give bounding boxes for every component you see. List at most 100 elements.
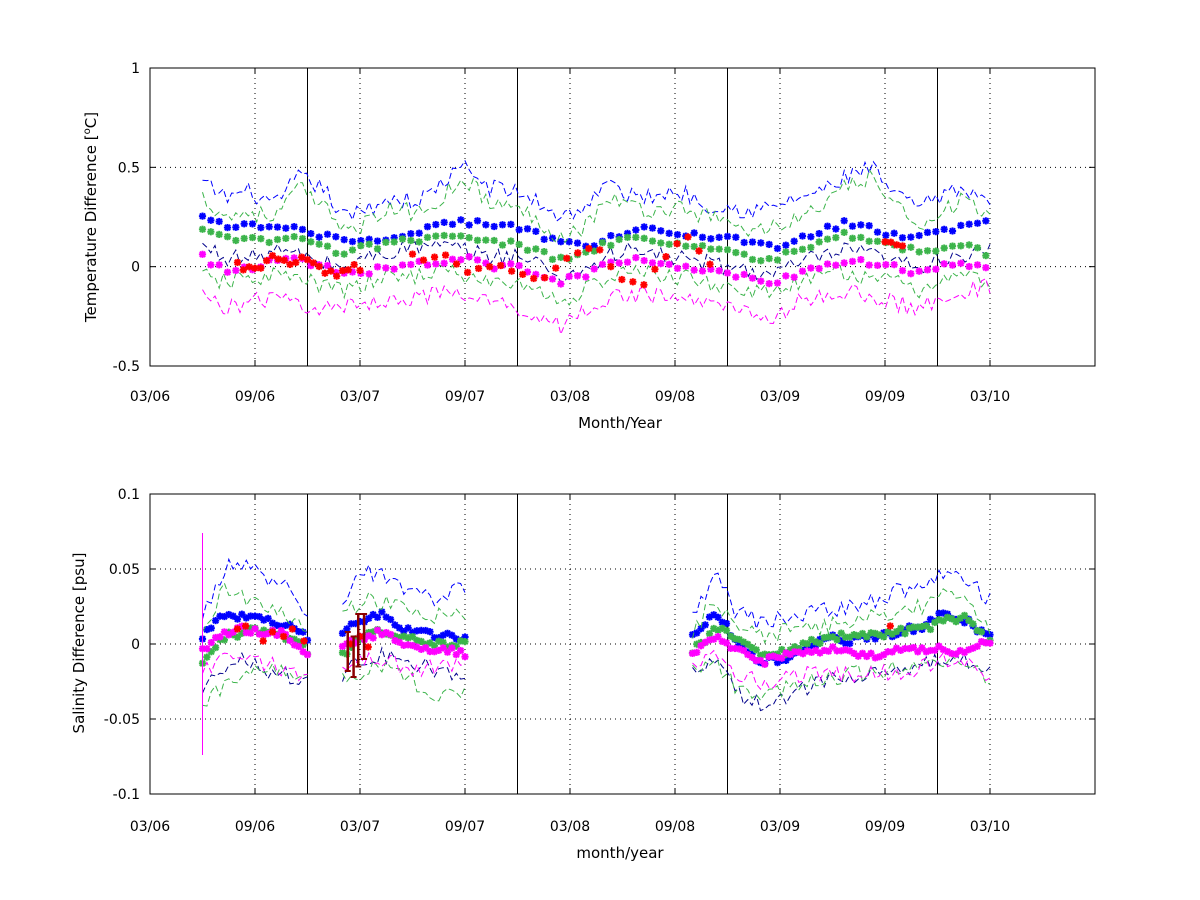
salinity-data-point bbox=[816, 639, 824, 647]
temperature-data-point bbox=[523, 268, 532, 276]
temperature-data-point bbox=[207, 261, 215, 269]
temperature-data-point bbox=[965, 241, 973, 249]
salinity-difference-chart: 03/06 09/06 03/07 09/07 03/08 09/08 03/09 09/09… bbox=[70, 487, 1096, 862]
temperature-data-point bbox=[357, 242, 365, 250]
temperature-data-point bbox=[323, 261, 332, 270]
temperature-data-point bbox=[673, 231, 682, 239]
temperature-data-point bbox=[263, 257, 271, 265]
temperature-data-point bbox=[415, 229, 423, 237]
temperature-data-point bbox=[623, 258, 632, 266]
temperature-x-tick-label: 03/10 bbox=[970, 389, 1010, 405]
temperature-data-point bbox=[198, 212, 207, 220]
temperature-x-tick-label: 03/09 bbox=[760, 389, 800, 405]
temperature-data-point bbox=[957, 221, 965, 230]
temperature-data-point bbox=[657, 239, 665, 247]
temperature-data-point bbox=[723, 246, 732, 254]
temperature-data-point bbox=[215, 230, 223, 239]
temperature-data-point bbox=[332, 249, 340, 257]
temperature-data-point bbox=[482, 236, 490, 244]
salinity-series-line bbox=[202, 652, 308, 682]
temperature-data-point bbox=[574, 249, 582, 257]
temperature-data-point bbox=[907, 233, 915, 241]
temperature-data-point bbox=[832, 225, 840, 233]
temperature-data-point bbox=[448, 220, 457, 228]
temperature-data-point bbox=[740, 270, 748, 279]
temperature-data-point bbox=[573, 272, 582, 280]
temperature-data-point bbox=[274, 255, 282, 263]
temperature-data-point bbox=[282, 224, 290, 232]
salinity-data-point bbox=[701, 621, 709, 629]
salinity-data-point bbox=[426, 628, 434, 636]
salinity-series-line bbox=[692, 569, 991, 631]
temperature-data-point bbox=[973, 261, 982, 269]
temperature-data-point bbox=[629, 278, 637, 286]
temperature-data-point bbox=[707, 235, 715, 243]
temperature-data-point bbox=[463, 268, 472, 277]
temperature-data-point bbox=[773, 244, 782, 253]
temperature-data-point bbox=[473, 217, 482, 225]
salinity-data-point bbox=[268, 628, 277, 636]
temperature-data-point bbox=[398, 235, 407, 243]
temperature-data-point bbox=[948, 227, 957, 235]
temperature-data-point bbox=[740, 238, 748, 247]
salinity-data-point bbox=[888, 648, 896, 656]
temperature-data-point bbox=[473, 256, 482, 264]
salinity-series-markers bbox=[233, 622, 894, 651]
salinity-data-point bbox=[824, 647, 833, 655]
temperature-data-point bbox=[973, 219, 982, 227]
temperature-data-point bbox=[508, 267, 516, 275]
salinity-x-tick-label: 03/10 bbox=[970, 819, 1010, 835]
salinity-data-point bbox=[299, 648, 307, 656]
temperature-data-point bbox=[682, 262, 690, 270]
temperature-data-point bbox=[440, 259, 448, 267]
temperature-data-point bbox=[695, 247, 703, 255]
temperature-data-point bbox=[648, 237, 657, 245]
salinity-x-tick-label: 03/09 bbox=[760, 819, 800, 835]
salinity-y-tick-label: -0.1 bbox=[113, 787, 140, 803]
temperature-data-point bbox=[373, 245, 382, 253]
temperature-series-markers bbox=[881, 238, 907, 250]
temperature-data-point bbox=[898, 267, 907, 275]
temperature-data-point bbox=[840, 259, 848, 267]
temperature-data-point bbox=[815, 229, 823, 238]
temperature-data-point bbox=[840, 228, 848, 236]
temperature-data-point bbox=[407, 236, 415, 245]
temperature-series-line bbox=[202, 277, 991, 336]
temperature-data-point bbox=[748, 255, 757, 264]
temperature-data-point bbox=[651, 265, 659, 273]
temperature-data-point bbox=[408, 250, 417, 258]
salinity-data-point bbox=[722, 619, 731, 628]
salinity-series-line bbox=[202, 662, 308, 707]
temperature-data-point bbox=[832, 234, 840, 242]
salinity-y-tick-label: 0.05 bbox=[109, 562, 140, 578]
temperature-data-point bbox=[215, 261, 223, 269]
temperature-data-point bbox=[407, 230, 415, 238]
temperature-data-point bbox=[657, 227, 665, 235]
temperature-data-point bbox=[598, 260, 607, 268]
temperature-data-point bbox=[441, 251, 450, 259]
temperature-y-tick-label: -0.5 bbox=[113, 359, 140, 375]
salinity-series-line bbox=[692, 654, 991, 701]
salinity-series-line bbox=[342, 659, 466, 702]
temperature-data-point bbox=[565, 272, 573, 281]
temperature-data-point bbox=[292, 258, 300, 267]
salinity-data-point bbox=[212, 643, 220, 652]
temperature-data-point bbox=[315, 233, 323, 241]
temperature-data-point bbox=[448, 232, 457, 240]
temperature-data-point bbox=[573, 239, 582, 247]
temperature-data-point bbox=[440, 218, 448, 226]
salinity-data-point bbox=[461, 638, 469, 646]
temperature-data-point bbox=[732, 233, 740, 241]
temperature-data-point bbox=[519, 270, 527, 279]
temperature-data-point bbox=[765, 240, 773, 249]
temperature-x-tick-label: 09/07 bbox=[445, 389, 485, 405]
temperature-data-point bbox=[798, 267, 807, 275]
temperature-data-point bbox=[490, 236, 498, 245]
temperature-data-point bbox=[348, 238, 357, 246]
temperature-data-point bbox=[618, 275, 626, 284]
salinity-data-point bbox=[242, 622, 250, 630]
temperature-data-point bbox=[344, 266, 352, 274]
temperature-data-point bbox=[515, 261, 523, 270]
temperature-data-point bbox=[848, 234, 857, 242]
temperature-data-point bbox=[898, 234, 907, 242]
